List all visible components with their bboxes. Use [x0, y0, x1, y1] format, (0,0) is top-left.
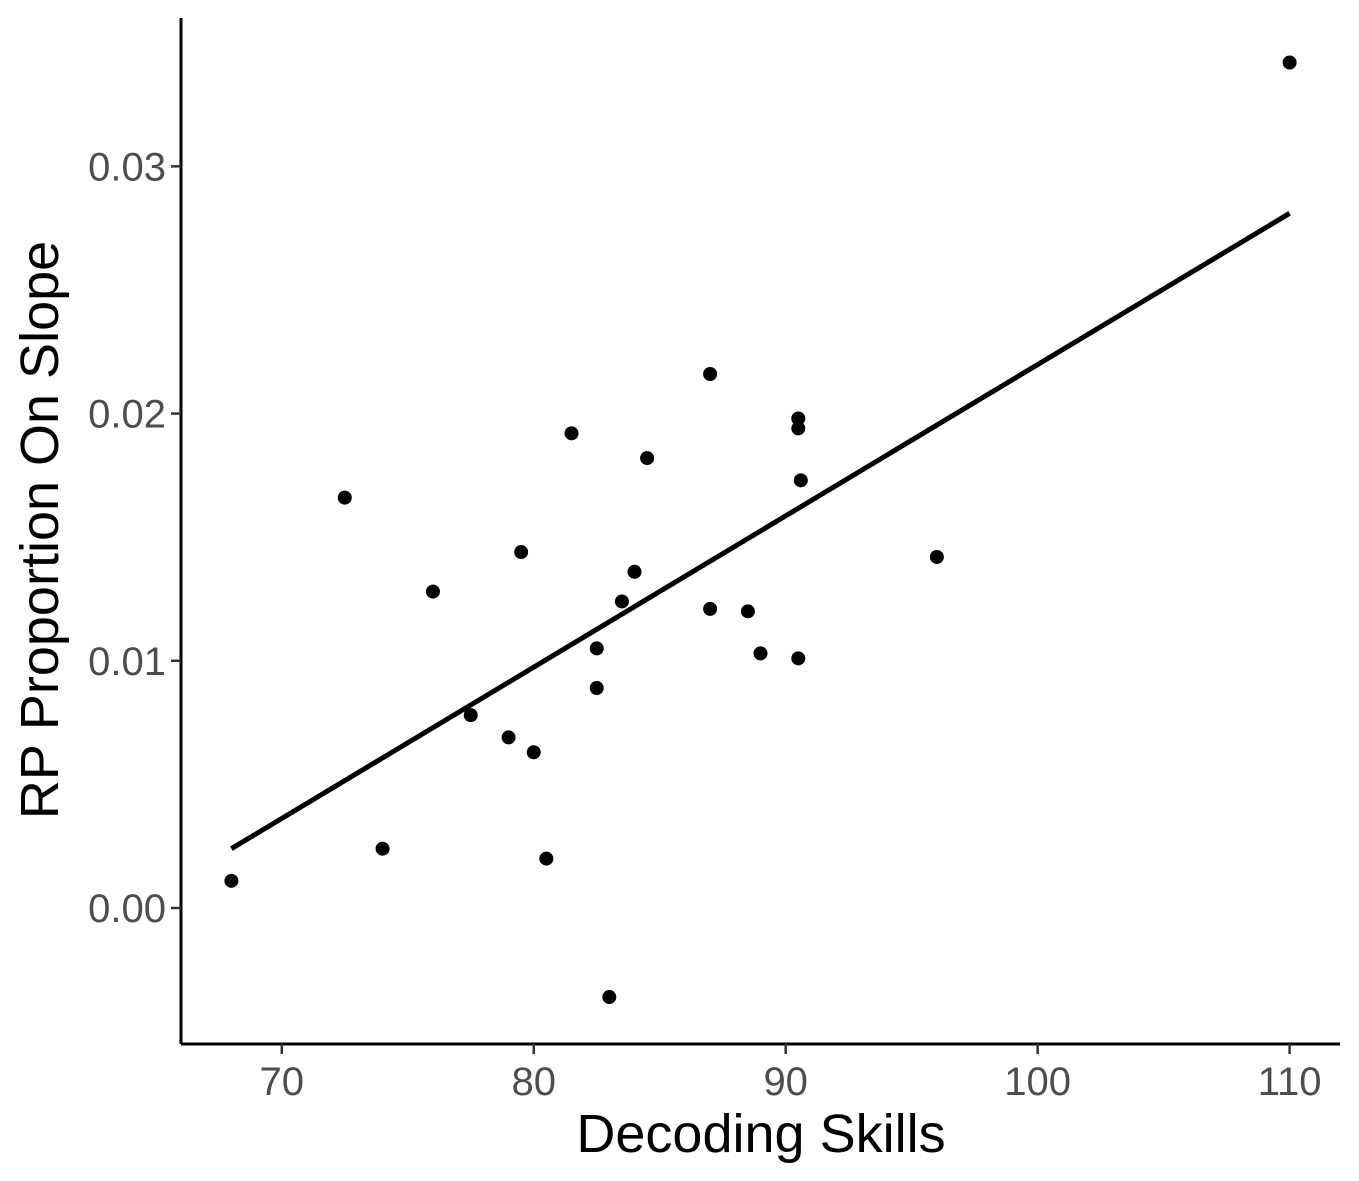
data-point: [337, 490, 352, 505]
data-point: [740, 604, 755, 619]
data-point: [564, 426, 579, 441]
regression-line: [230, 211, 1291, 851]
points-layer: [224, 55, 1297, 1005]
y-tick-label: 0.00: [88, 887, 166, 931]
data-point: [703, 367, 718, 382]
data-point: [589, 680, 604, 695]
y-tick-label: 0.01: [88, 640, 166, 684]
data-point: [791, 421, 806, 436]
data-point: [539, 851, 554, 866]
data-point: [589, 641, 604, 656]
data-point: [526, 745, 541, 760]
data-point: [501, 730, 516, 745]
data-point: [753, 646, 768, 661]
x-tick-label: 70: [260, 1060, 305, 1104]
x-axis-ticks: 70 80 90 100 110: [260, 1044, 1322, 1104]
y-tick-label: 0.03: [88, 145, 166, 189]
data-point: [1282, 55, 1297, 70]
data-point: [425, 584, 440, 599]
data-point: [791, 651, 806, 666]
data-point: [793, 473, 808, 488]
fit-line-layer: [230, 211, 1291, 851]
data-point: [627, 564, 642, 579]
x-tick-label: 110: [1258, 1060, 1322, 1104]
data-point: [602, 990, 617, 1005]
plot-area: [224, 55, 1297, 1005]
x-tick-label: 100: [1004, 1060, 1071, 1104]
y-axis-ticks: 0.00 0.01 0.02 0.03: [88, 145, 181, 931]
data-point: [514, 545, 529, 560]
data-point: [375, 841, 390, 856]
data-point: [791, 411, 806, 426]
x-axis-title: Decoding Skills: [576, 1104, 945, 1164]
data-point: [614, 594, 629, 609]
data-point: [929, 549, 944, 564]
y-axis-title: RP Proportion On Slope: [10, 241, 70, 819]
x-tick-label: 90: [763, 1060, 808, 1104]
data-point: [463, 708, 478, 723]
data-point: [224, 873, 239, 888]
x-tick-label: 80: [511, 1060, 556, 1104]
data-point: [703, 601, 718, 616]
data-point: [640, 451, 655, 466]
y-tick-label: 0.02: [88, 393, 166, 437]
